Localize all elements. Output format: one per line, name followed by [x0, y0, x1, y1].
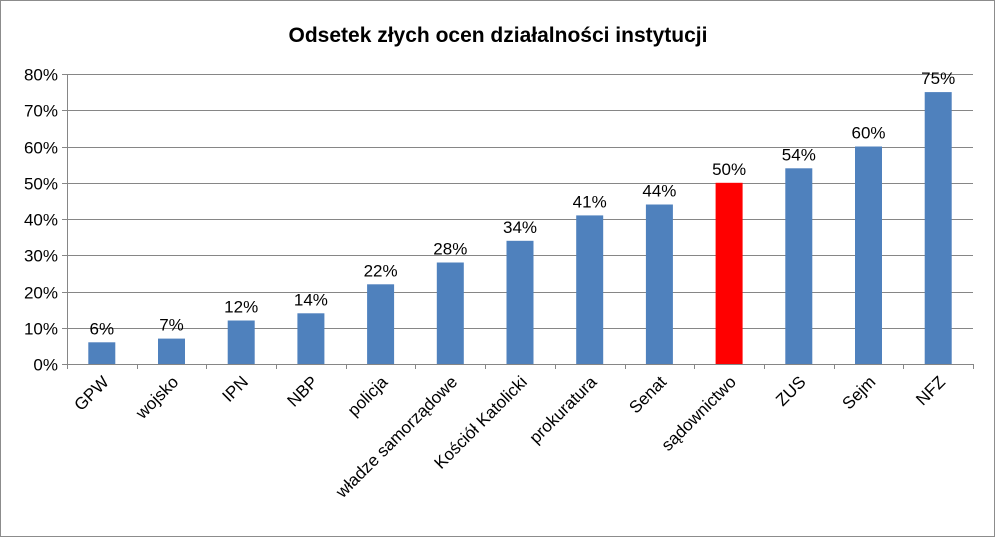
- x-tick-label: IPN: [219, 372, 252, 405]
- data-label: 75%: [921, 69, 955, 88]
- x-tick-label: sądownictwo: [658, 372, 740, 454]
- x-tick-label: GPW: [70, 372, 112, 414]
- y-tick-label: 0%: [33, 356, 58, 375]
- data-label: 54%: [782, 145, 816, 164]
- data-label: 34%: [503, 218, 537, 237]
- x-tick-label: Senat: [625, 372, 670, 417]
- bar-9: [715, 182, 743, 365]
- data-label: 28%: [433, 240, 467, 259]
- data-label: 7%: [159, 316, 184, 335]
- data-label: 14%: [294, 290, 328, 309]
- y-axis-ticks: 0% 10% 20% 30% 40% 50% 60% 70% 80%: [24, 66, 67, 375]
- data-labels: 6% 7% 12% 14% 22% 28% 34% 41% 44% 50% 54% 60% 75%: [90, 69, 956, 338]
- bars: [88, 92, 952, 365]
- data-label: 6%: [90, 319, 115, 338]
- axes: [67, 74, 973, 365]
- x-tick-label: policja: [344, 372, 392, 420]
- y-tick-label: 40%: [24, 211, 58, 230]
- bar-4: [367, 284, 395, 365]
- bar-1: [158, 338, 185, 364]
- x-tick-label: władze samorządowe: [331, 372, 461, 502]
- y-tick-label: 80%: [24, 66, 58, 85]
- y-tick-label: 70%: [24, 102, 58, 121]
- data-label: 50%: [712, 160, 746, 179]
- x-tick-label: prokuratura: [526, 372, 601, 447]
- y-tick-label: 50%: [24, 175, 58, 194]
- x-tick-label: Sejm: [839, 372, 880, 413]
- x-tick-label: wojsko: [131, 372, 182, 423]
- y-tick-label: 10%: [24, 320, 58, 339]
- bar-10: [785, 168, 813, 365]
- data-label: 12%: [224, 298, 258, 317]
- x-tick-label: ZUS: [772, 372, 809, 409]
- data-label: 41%: [573, 192, 607, 211]
- data-label: 60%: [851, 124, 885, 143]
- bar-2: [227, 320, 255, 364]
- bar-11: [855, 146, 882, 364]
- bar-3: [297, 313, 325, 365]
- y-tick-label: 30%: [24, 247, 58, 266]
- y-tick-label: 20%: [24, 284, 58, 303]
- bar-7: [576, 215, 604, 364]
- y-tick-label: 60%: [24, 139, 58, 158]
- bar-5: [436, 262, 464, 364]
- bar-6: [506, 240, 534, 365]
- bar-12: [924, 92, 952, 364]
- data-label: 44%: [642, 182, 676, 201]
- x-tick-label: NFZ: [912, 372, 949, 409]
- bar-0: [88, 342, 116, 365]
- bar-8: [645, 204, 673, 364]
- x-tick-label: NBP: [284, 372, 322, 410]
- chart-title: Odsetek złych ocen działalności instytuc…: [289, 24, 708, 47]
- data-label: 22%: [364, 261, 398, 280]
